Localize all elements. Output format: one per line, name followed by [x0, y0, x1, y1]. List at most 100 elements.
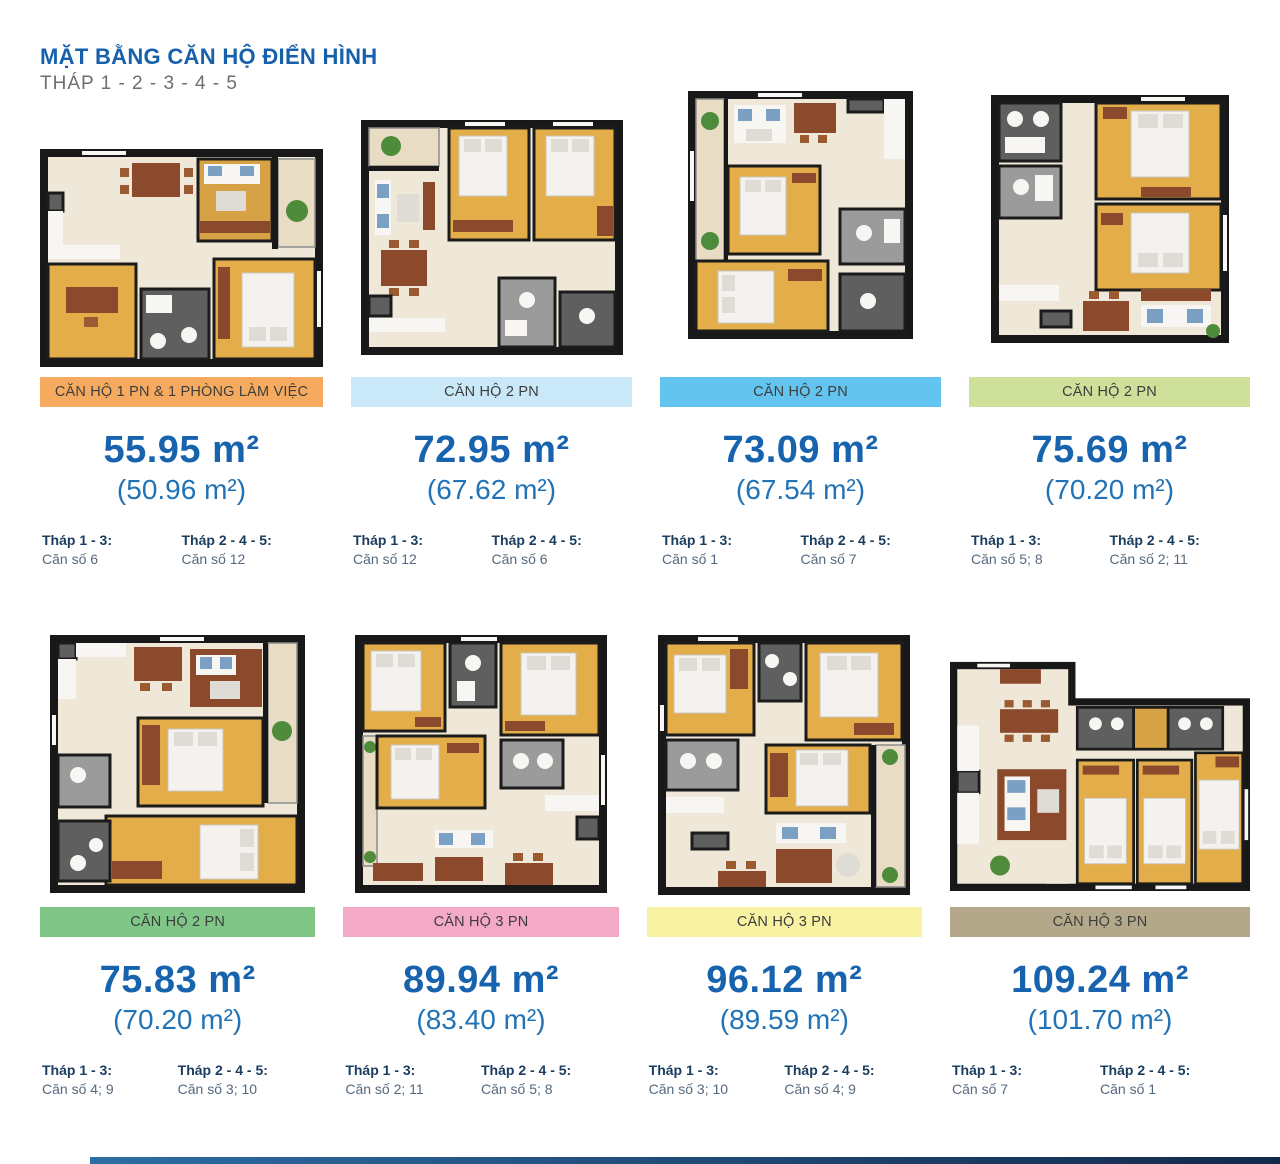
unit-area-gross: 89.94 m² [402, 959, 560, 1001]
unit-area-net: (101.70 m²) [1027, 1004, 1173, 1035]
tower-unit-numbers: Căn số 4; 9 [42, 1081, 114, 1097]
tower-range-label: Tháp 2 - 4 - 5: [784, 1062, 875, 1078]
unit-area-gross: 109.24 m² [1011, 959, 1189, 1001]
unit-area-net: (50.96 m²) [116, 474, 247, 505]
tower-col-2: Tháp 2 - 4 - 5: Căn số 7 [801, 532, 940, 567]
floorplan-unit-1 [40, 149, 323, 367]
tower-range-label: Tháp 2 - 4 - 5: [491, 532, 582, 548]
floorplan-wrap [647, 631, 922, 899]
unit-card-2: CĂN HỘ 2 PN 72.95 m² (67.62 m²) Tháp 1 -… [351, 101, 632, 567]
bottom-accent-bar [90, 1157, 1280, 1164]
unit-area-gross: 73.09 m² [722, 429, 879, 471]
tower-unit-numbers: Căn số 7 [952, 1081, 1009, 1097]
floorplan-unit-2 [360, 120, 623, 355]
tower-unit-numbers: Căn số 2; 11 [1109, 551, 1188, 567]
tower-col-1: Tháp 1 - 3: Căn số 4; 9 [42, 1062, 178, 1097]
unit-card-5: CĂN HỘ 2 PN 75.83 m² (70.20 m²) Tháp 1 -… [40, 631, 316, 1097]
tower-info: Tháp 1 - 3: Căn số 1 Tháp 2 - 4 - 5: Căn… [660, 532, 941, 567]
tower-range-label: Tháp 1 - 3: [345, 1062, 416, 1078]
tower-unit-numbers: Căn số 4; 9 [784, 1081, 856, 1097]
tower-unit-numbers: Căn số 3; 10 [648, 1081, 729, 1097]
unit-area-gross: 55.95 m² [103, 429, 260, 471]
floorplan-unit-6 [354, 635, 607, 893]
unit-type-banner: CĂN HỘ 3 PN [950, 907, 1250, 937]
unit-type-banner: CĂN HỘ 3 PN [343, 907, 619, 937]
unit-card-8: CĂN HỘ 3 PN 109.24 m² (101.70 m²) Tháp 1… [950, 631, 1250, 1097]
tower-unit-numbers: Căn số 3; 10 [177, 1081, 258, 1097]
unit-area-gross: 75.83 m² [99, 959, 256, 1001]
floorplan-wrap [660, 91, 941, 369]
tower-col-2: Tháp 2 - 4 - 5: Căn số 4; 9 [784, 1062, 920, 1097]
tower-unit-numbers: Căn số 12 [181, 551, 246, 567]
floorplan-unit-4 [990, 95, 1229, 343]
tower-range-label: Tháp 2 - 4 - 5: [177, 1062, 268, 1078]
unit-card-6: CĂN HỘ 3 PN 89.94 m² (83.40 m²) Tháp 1 -… [343, 631, 619, 1097]
tower-range-label: Tháp 1 - 3: [353, 532, 424, 548]
floorplan-wrap [343, 631, 618, 899]
tower-col-2: Tháp 2 - 4 - 5: Căn số 12 [182, 532, 322, 567]
tower-range-label: Tháp 2 - 4 - 5: [1100, 1062, 1191, 1078]
floorplan-unit-5 [50, 635, 306, 893]
header: MẶT BẰNG CĂN HỘ ĐIỂN HÌNH THÁP 1 - 2 - 3… [40, 44, 1250, 95]
unit-card-3: CĂN HỘ 2 PN 73.09 m² (67.54 m²) Tháp 1 -… [660, 91, 941, 567]
tower-unit-numbers: Căn số 1 [662, 551, 719, 567]
unit-area-gross: 72.95 m² [413, 429, 570, 471]
unit-area-gross: 96.12 m² [706, 959, 863, 1001]
tower-unit-numbers: Căn số 6 [42, 551, 99, 567]
tower-info: Tháp 1 - 3: Căn số 12 Tháp 2 - 4 - 5: Că… [351, 532, 632, 567]
tower-col-1: Tháp 1 - 3: Căn số 5; 8 [971, 532, 1110, 567]
tower-range-label: Tháp 2 - 4 - 5: [181, 532, 272, 548]
tower-unit-numbers: Căn số 2; 11 [345, 1081, 424, 1097]
unit-area-net: (67.62 m²) [426, 474, 557, 505]
tower-unit-numbers: Căn số 1 [1100, 1081, 1157, 1097]
tower-col-2: Tháp 2 - 4 - 5: Căn số 2; 11 [1110, 532, 1249, 567]
floorplan-wrap [40, 631, 315, 899]
floorplan-wrap [40, 101, 323, 369]
tower-col-1: Tháp 1 - 3: Căn số 12 [353, 532, 492, 567]
unit-type-banner: CĂN HỘ 2 PN [351, 377, 632, 407]
tower-info: Tháp 1 - 3: Căn số 3; 10 Tháp 2 - 4 - 5:… [647, 1062, 922, 1097]
tower-info: Tháp 1 - 3: Căn số 6 Tháp 2 - 4 - 5: Căn… [40, 532, 323, 567]
page-title: MẶT BẰNG CĂN HỘ ĐIỂN HÌNH [40, 44, 378, 69]
tower-col-1: Tháp 1 - 3: Căn số 2; 11 [345, 1062, 481, 1097]
unit-type-banner: CĂN HỘ 3 PN [646, 907, 922, 937]
tower-range-label: Tháp 2 - 4 - 5: [800, 532, 891, 548]
tower-col-1: Tháp 1 - 3: Căn số 6 [42, 532, 182, 567]
unit-card-4: CĂN HỘ 2 PN 75.69 m² (70.20 m²) Tháp 1 -… [969, 95, 1250, 567]
tower-col-2: Tháp 2 - 4 - 5: Căn số 5; 8 [481, 1062, 617, 1097]
unit-area-net: (83.40 m²) [416, 1004, 546, 1035]
unit-type-banner: CĂN HỘ 2 PN [660, 377, 941, 407]
tower-unit-numbers: Căn số 5; 8 [971, 551, 1043, 567]
unit-area-net: (67.54 m²) [735, 474, 866, 505]
unit-card-1: CĂN HỘ 1 PN & 1 PHÒNG LÀM VIỆC 55.95 m² … [40, 101, 323, 567]
tower-unit-numbers: Căn số 7 [800, 551, 857, 567]
tower-col-2: Tháp 2 - 4 - 5: Căn số 1 [1100, 1062, 1248, 1097]
unit-type-banner: CĂN HỘ 2 PN [969, 377, 1250, 407]
unit-area-net: (70.20 m²) [113, 1004, 243, 1035]
unit-type-banner: CĂN HỘ 2 PN [40, 907, 316, 937]
tower-range-label: Tháp 2 - 4 - 5: [1109, 532, 1200, 548]
tower-range-label: Tháp 1 - 3: [42, 532, 113, 548]
units-row-1: CĂN HỘ 1 PN & 1 PHÒNG LÀM VIỆC 55.95 m² … [40, 91, 1250, 567]
tower-info: Tháp 1 - 3: Căn số 2; 11 Tháp 2 - 4 - 5:… [343, 1062, 618, 1097]
unit-area-net: (70.20 m²) [1044, 474, 1175, 505]
tower-col-1: Tháp 1 - 3: Căn số 1 [662, 532, 801, 567]
floorplan-unit-7 [658, 635, 911, 895]
unit-area-gross: 75.69 m² [1031, 429, 1188, 471]
unit-area-net: (89.59 m²) [719, 1004, 849, 1035]
page-subtitle: THÁP 1 - 2 - 3 - 4 - 5 [40, 73, 238, 94]
unit-type-banner: CĂN HỘ 1 PN & 1 PHÒNG LÀM VIỆC [40, 377, 323, 407]
tower-range-label: Tháp 2 - 4 - 5: [480, 1062, 572, 1078]
tower-unit-numbers: Căn số 12 [353, 551, 417, 567]
floorplan-wrap [351, 101, 632, 369]
tower-range-label: Tháp 1 - 3: [971, 532, 1042, 548]
tower-range-label: Tháp 1 - 3: [42, 1062, 113, 1078]
units-row-2: CĂN HỘ 2 PN 75.83 m² (70.20 m²) Tháp 1 -… [40, 631, 1250, 1097]
tower-unit-numbers: Căn số 6 [491, 551, 548, 567]
tower-col-1: Tháp 1 - 3: Căn số 3; 10 [649, 1062, 785, 1097]
tower-range-label: Tháp 1 - 3: [662, 532, 733, 548]
tower-col-2: Tháp 2 - 4 - 5: Căn số 3; 10 [178, 1062, 314, 1097]
tower-col-1: Tháp 1 - 3: Căn số 7 [952, 1062, 1100, 1097]
tower-info: Tháp 1 - 3: Căn số 7 Tháp 2 - 4 - 5: Căn… [950, 1062, 1250, 1097]
